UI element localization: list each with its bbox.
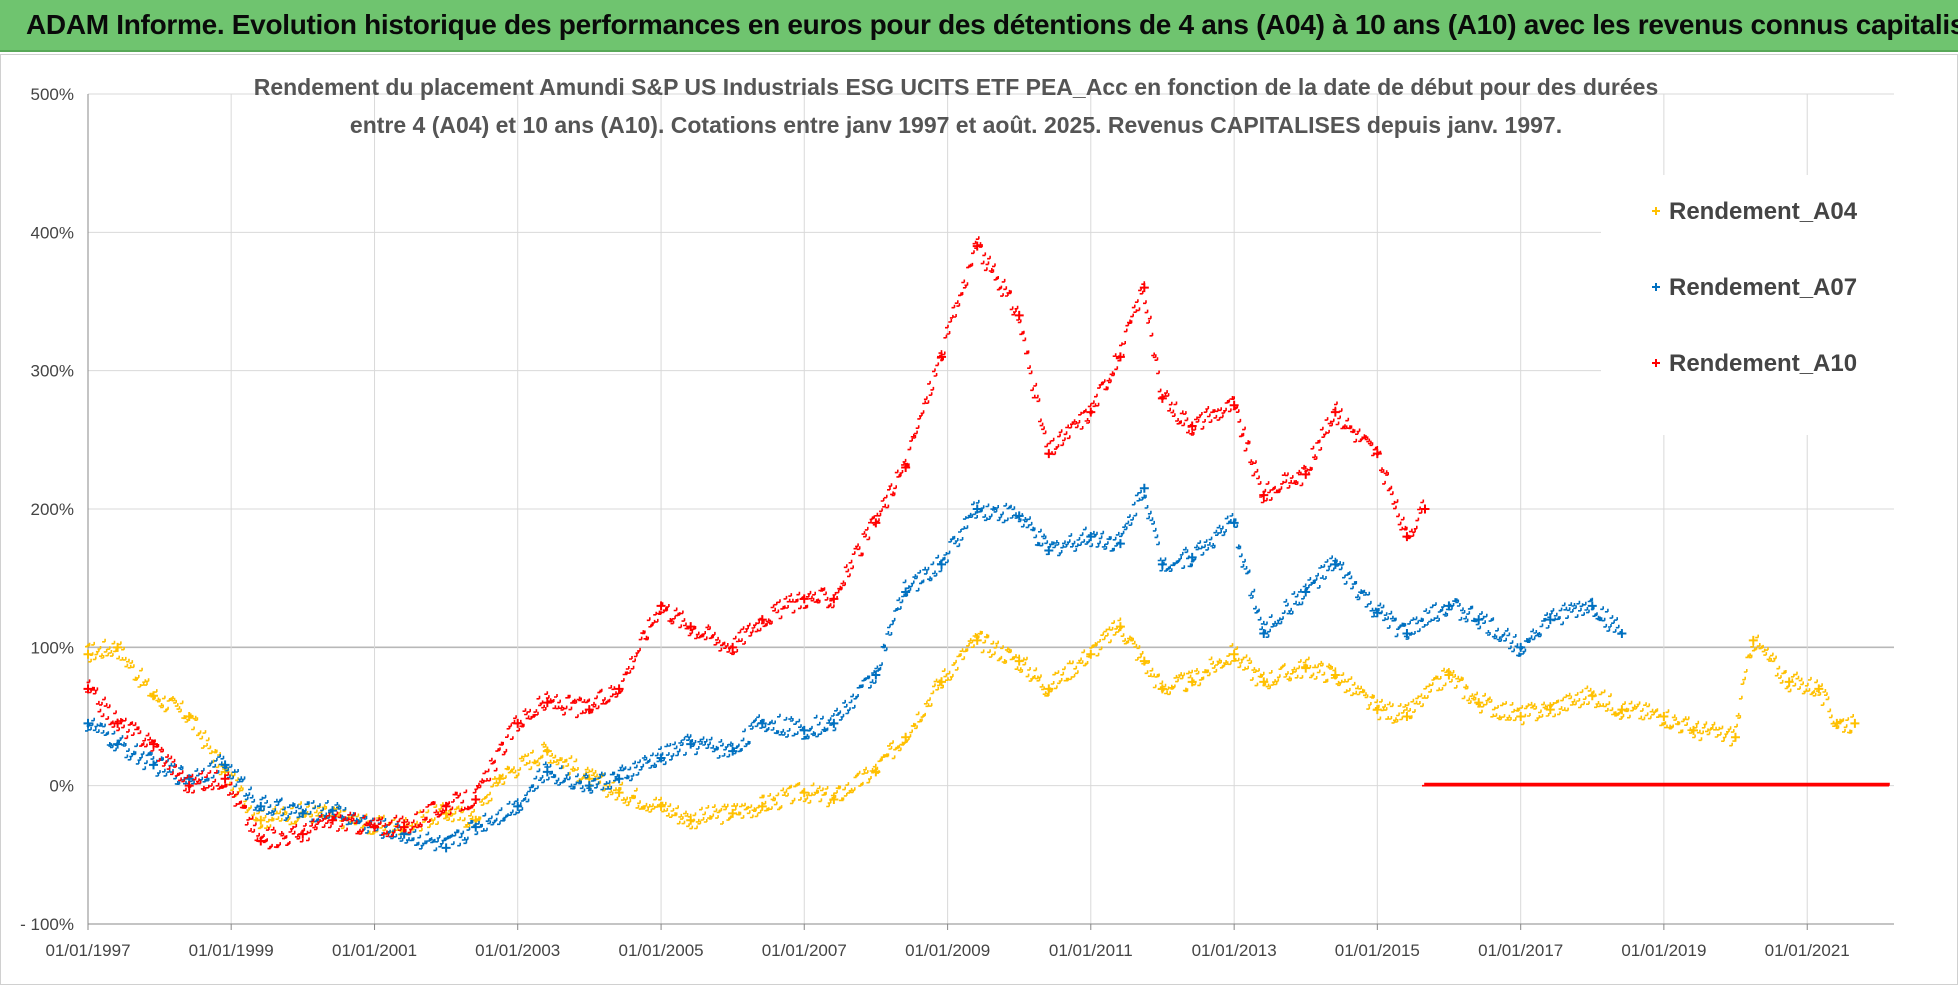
y-tick-label: 200%	[31, 500, 74, 519]
x-tick-label: 01/01/2019	[1621, 941, 1706, 960]
x-tick-label: 01/01/2013	[1192, 941, 1277, 960]
data-point	[441, 843, 451, 853]
data-point	[829, 718, 839, 728]
legend-background	[1601, 175, 1901, 435]
title-banner: ADAM Informe. Evolution historique des p…	[0, 0, 1958, 52]
x-tick-label: 01/01/2005	[619, 941, 704, 960]
x-tick-label: 01/01/2015	[1335, 941, 1420, 960]
x-tick-label: 01/01/2003	[475, 941, 560, 960]
data-point	[1748, 635, 1758, 645]
y-tick-label: 0%	[49, 777, 74, 796]
series-Rendement_A04	[83, 617, 1860, 836]
chart-svg: - 100% 0% 100% 200% 300% 400% 500% 01/01/1997 01…	[20, 74, 1901, 960]
series-cloud-path	[85, 236, 1890, 850]
series-cloud-path	[85, 489, 1622, 852]
data-point	[1259, 629, 1269, 638]
y-tick-label: 500%	[31, 85, 74, 104]
y-tick-label: - 100%	[20, 915, 74, 934]
gridlines	[87, 93, 1894, 925]
x-tick-label: 01/01/1999	[189, 941, 274, 960]
data-point	[584, 705, 594, 715]
data-point	[184, 781, 194, 791]
x-tick-label: 01/01/2011	[1049, 941, 1133, 960]
data-points	[83, 236, 1890, 853]
data-point	[1850, 718, 1860, 728]
data-point	[1516, 642, 1526, 652]
series-Rendement_A10-cloud	[85, 236, 1890, 850]
legend-label: Rendement_A10	[1669, 350, 1857, 377]
y-tick-label: 300%	[31, 362, 74, 381]
data-point	[1229, 649, 1239, 659]
series-Rendement_A04-cloud	[85, 617, 1854, 836]
axes: - 100% 0% 100% 200% 300% 400% 500% 01/01/1997 01…	[20, 85, 1894, 960]
legend-marker	[1652, 359, 1660, 367]
x-tick-label: 01/01/2001	[332, 941, 417, 960]
data-point	[1420, 504, 1430, 514]
y-tick-label: 100%	[31, 638, 74, 657]
series-cloud-path	[85, 617, 1854, 836]
legend-marker	[1652, 207, 1660, 215]
data-point	[513, 801, 523, 811]
series-Rendement_A07	[83, 483, 1627, 853]
data-point	[1187, 421, 1197, 431]
legend-label: Rendement_A04	[1669, 198, 1858, 225]
data-point	[83, 649, 93, 659]
x-tick-label: 01/01/2021	[1765, 941, 1850, 960]
legend: Rendement_A04 Rendement_A07 Rendement_A10	[1652, 198, 1858, 377]
data-point	[1617, 705, 1627, 715]
data-point	[901, 587, 911, 597]
x-tick-label: 01/01/2007	[762, 941, 847, 960]
chart-title: Rendement du placement Amundi S&P US Ind…	[254, 74, 1659, 138]
data-point	[972, 635, 982, 645]
x-tick-label: 01/01/2009	[905, 941, 990, 960]
legend-label: Rendement_A07	[1669, 274, 1857, 301]
data-point	[901, 463, 911, 472]
data-point	[1402, 712, 1412, 721]
series-Rendement_A07-cloud	[85, 489, 1622, 852]
data-point	[471, 795, 481, 804]
data-point	[399, 822, 409, 832]
data-point	[220, 774, 230, 784]
x-tick-label: 01/01/2017	[1478, 941, 1563, 960]
chart-title-line: Rendement du placement Amundi S&P US Ind…	[254, 74, 1659, 100]
data-point	[871, 670, 881, 680]
series-Rendement_A10	[83, 236, 1890, 850]
y-tick-label: 400%	[31, 223, 74, 242]
data-point	[1086, 407, 1096, 417]
data-point	[1139, 483, 1149, 493]
banner-title: ADAM Informe. Evolution historique des p…	[26, 9, 1958, 40]
legend-marker	[1652, 283, 1660, 291]
data-point	[1444, 670, 1454, 680]
chart-title-line: entre 4 (A04) et 10 ans (A10). Cotations…	[350, 112, 1562, 138]
data-point	[542, 767, 552, 777]
data-point	[1301, 587, 1311, 597]
x-tick-label: 01/01/1997	[45, 941, 130, 960]
chart-area: - 100% 0% 100% 200% 300% 400% 500% 01/01/1997 01…	[0, 54, 1958, 985]
